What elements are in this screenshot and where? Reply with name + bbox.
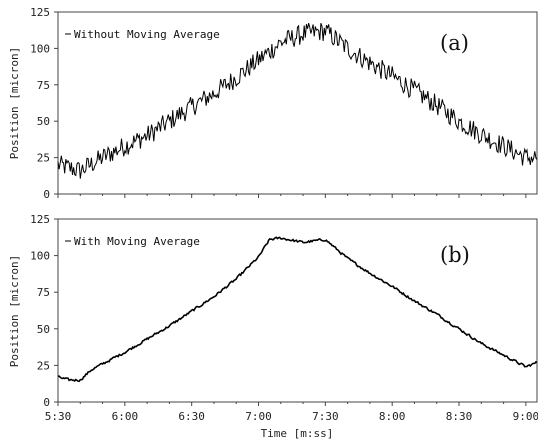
plot-frame-a	[57, 11, 538, 195]
x-tick-label: 6:30	[178, 410, 205, 423]
x-tick-label: 9:00	[513, 410, 538, 423]
x-tick-label: 8:00	[379, 410, 406, 423]
series-line-b	[57, 236, 538, 383]
panel-a: 0 25 50 75 100 125 Without Moving Average (a)…	[8, 6, 538, 201]
x-axis-label: Time [m:ss]	[261, 427, 334, 440]
panel-b: 0 25 50 75 100 125 5:30 6:00 6:30 7:00 7:30 8:00 8:…	[8, 213, 538, 440]
x-tick-label: 6:00	[112, 410, 139, 423]
y-tick-label: 75	[37, 79, 50, 92]
series-line-a	[57, 22, 538, 179]
y-tick-label: 0	[43, 188, 50, 201]
y-tick-label: 125	[30, 213, 50, 226]
y-axis-label-a: Position [micron]	[8, 47, 21, 160]
x-tick-label: 7:30	[312, 410, 339, 423]
y-tick-label: 100	[30, 250, 50, 263]
y-axis-label-b: Position [micron]	[8, 255, 21, 368]
y-tick-label: 50	[37, 115, 50, 128]
y-tick-label: 0	[43, 396, 50, 409]
x-tick-label: 5:30	[45, 410, 72, 423]
y-tick-label: 125	[30, 6, 50, 19]
panel-label-a: (a)	[440, 31, 469, 55]
y-tick-label: 100	[30, 42, 50, 55]
y-tick-label: 25	[37, 359, 50, 372]
y-tick-label: 25	[37, 152, 50, 165]
x-tick-label: 7:00	[245, 410, 272, 423]
plot-frame-b	[57, 218, 538, 403]
y-tick-label: 50	[37, 323, 50, 336]
legend-label-b: With Moving Average	[74, 235, 200, 248]
legend-label-a: Without Moving Average	[74, 28, 220, 41]
x-tick-label: 8:30	[446, 410, 473, 423]
panel-label-b: (b)	[440, 243, 470, 267]
y-tick-label: 75	[37, 286, 50, 299]
